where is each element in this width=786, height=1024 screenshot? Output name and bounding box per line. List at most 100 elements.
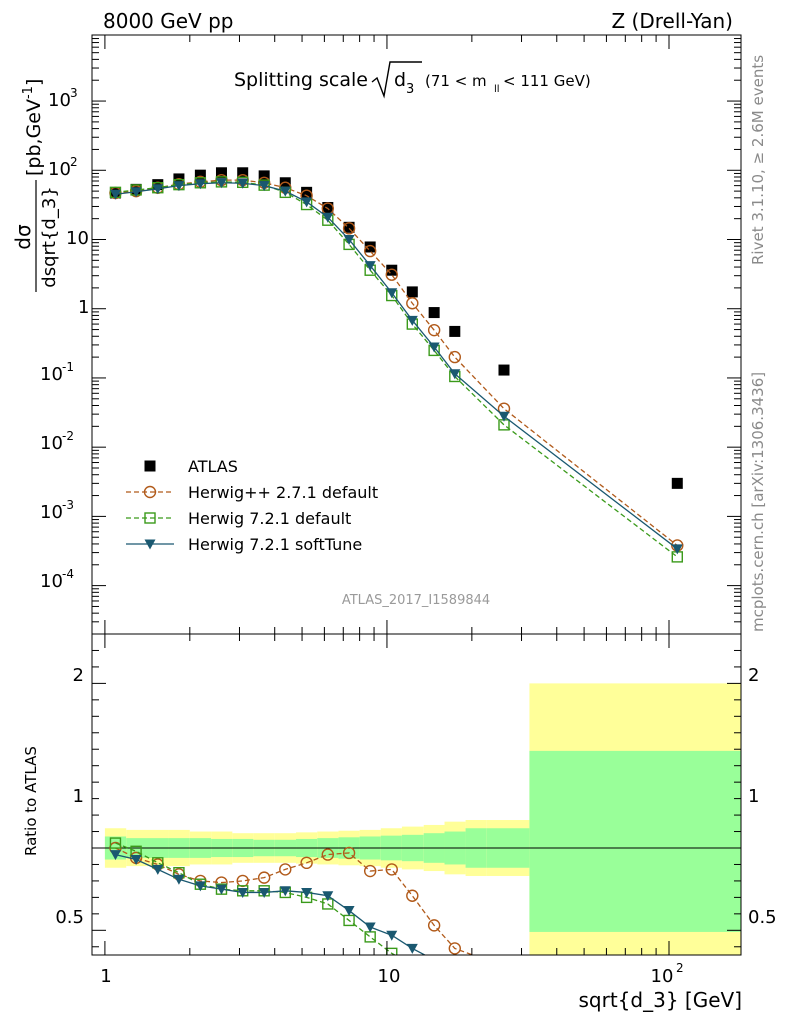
series-3-point: [194, 179, 206, 190]
legend: ATLAS Herwig++ 2.7.1 default Herwig 7.2.1 …: [126, 457, 378, 554]
series-3-ratio-point: [237, 887, 249, 898]
series-0-point: [671, 477, 683, 489]
x-tick-labels: 1 10 10 2: [100, 961, 683, 987]
ratio-ytick-2-right: 2: [748, 665, 759, 686]
series-1-ratio-line: [115, 847, 475, 955]
ratio-panel-series: [109, 837, 509, 981]
series-1-ratio-point: [300, 856, 313, 870]
series-3-point: [152, 184, 164, 195]
series-1-ratio-point: [385, 863, 398, 876]
series-3-point: [301, 197, 313, 208]
series-3-ratio-point: [258, 887, 270, 898]
series-0-point: [449, 325, 461, 337]
series-3-ratio-point: [322, 891, 334, 902]
series-2-ratio-point: [450, 971, 460, 981]
x-axis-label: sqrt{d_3} [GeV]: [579, 988, 743, 1012]
series-3-ratio-point: [301, 887, 313, 898]
series-3-point: [406, 315, 418, 326]
series-1-ratio-point: [321, 848, 335, 861]
ytick-1e-2-exp: -2: [62, 429, 74, 443]
title-sqrt-symbol: d: [394, 69, 406, 91]
xtick-1: 1: [100, 966, 111, 987]
series-3-ratio-point: [152, 864, 164, 875]
ytick-10: 10: [66, 228, 89, 249]
ratio-panel-frame: [91, 633, 742, 956]
ratio-ytick-0-5-right: 0.5: [748, 907, 777, 928]
series-3-point: [279, 186, 291, 197]
series-0-point: [386, 264, 398, 276]
ratio-y-tick-labels: 0.5 1 2 0.5 1 2: [55, 665, 776, 928]
main-y-tick-labels: 10 -4 10 -3 10 -2 10 -1 1 10 10 2 10 3: [40, 86, 89, 592]
main-panel-series: [109, 167, 684, 563]
series-3-ratio-point: [429, 955, 440, 965]
title-range-sub: ll: [494, 84, 500, 95]
ylabel-unit-sup: -1: [21, 86, 36, 99]
series-1-point: [448, 350, 461, 364]
chart-title: Splitting scale: [234, 69, 368, 91]
ratio-bands: [92, 683, 741, 955]
series-1-ratio-point: [427, 919, 441, 932]
series-1-point: [363, 244, 377, 258]
series-1-ratio-point: [448, 942, 461, 955]
series-1-point: [406, 297, 419, 310]
ratio-ytick-1-right: 1: [748, 786, 759, 807]
series-0-point: [215, 167, 227, 179]
xtick-100-base: 10: [651, 966, 674, 987]
series-3-point: [130, 187, 142, 198]
ylabel-unit: [pb,GeV-1]: [21, 79, 45, 176]
series-3-point: [173, 181, 185, 192]
axis-ticks: [91, 34, 741, 955]
series-0-point: [343, 221, 355, 233]
legend-label-2: Herwig 7.2.1 default: [188, 509, 351, 528]
series-3-point: [237, 178, 249, 189]
ytick-1e-4-base: 10: [40, 571, 63, 592]
series-3-ratio-point: [406, 943, 418, 954]
ratio-ytick-0-5-left: 0.5: [55, 907, 84, 928]
legend-label-3: Herwig 7.2.1 softTune: [188, 535, 362, 554]
series-0-point: [364, 241, 376, 253]
series-0-point: [237, 167, 249, 179]
ytick-1e-3-base: 10: [40, 502, 63, 523]
series-3-point: [322, 212, 334, 223]
series-1-ratio-point: [363, 864, 377, 878]
header-left-label: 8000 GeV pp: [103, 9, 234, 33]
sqrt-symbol: [371, 61, 422, 99]
series-0-point: [406, 286, 418, 298]
ytick-1e2-base: 10: [48, 159, 71, 180]
series-0-point: [301, 186, 313, 198]
ylabel-denominator: dsqrt{d_3}: [39, 186, 60, 287]
series-1-point: [385, 268, 398, 281]
series-3-point: [428, 342, 440, 353]
legend-label-1: Herwig++ 2.7.1 default: [188, 483, 378, 502]
series-0-point: [498, 364, 510, 376]
series-1-point: [342, 222, 356, 235]
analysis-id: ATLAS_2017_I1589844: [342, 593, 490, 608]
ratio-ytick-2-left: 2: [73, 665, 84, 686]
series-3-ratio-point: [279, 886, 291, 897]
series-1-ratio-point: [257, 871, 271, 884]
xtick-100-exp: 2: [676, 961, 684, 975]
series-1-point: [427, 323, 441, 337]
title-range-post: < 111 GeV): [503, 72, 591, 90]
series-0-point: [194, 169, 206, 181]
series-3-ratio-point: [343, 906, 355, 917]
series-1-ratio-point: [279, 863, 292, 876]
series-0-point: [322, 201, 334, 213]
series-3-ratio-point: [449, 967, 460, 977]
series-3-ratio-point: [109, 850, 121, 861]
series-3-point: [386, 288, 398, 299]
legend-label-0: ATLAS: [188, 457, 238, 476]
main-y-axis-label: dσ dsqrt{d_3} [pb,GeV-1]: [11, 79, 60, 292]
series-1-ratio-point: [342, 846, 356, 860]
ytick-1e3-exp: 3: [70, 86, 78, 100]
ytick-1e-1-exp: -1: [62, 360, 74, 374]
ytick-1: 1: [78, 297, 89, 318]
ratio-band-inner: [529, 750, 741, 932]
series-1-ratio-point: [498, 961, 509, 972]
ytick-1e2-exp: 2: [70, 155, 78, 169]
series-2-ratio-point: [429, 963, 439, 973]
ytick-1e3-base: 10: [48, 90, 71, 111]
legend-marker-0: [144, 460, 156, 472]
chart-title-main: Splitting scale: [234, 69, 368, 91]
